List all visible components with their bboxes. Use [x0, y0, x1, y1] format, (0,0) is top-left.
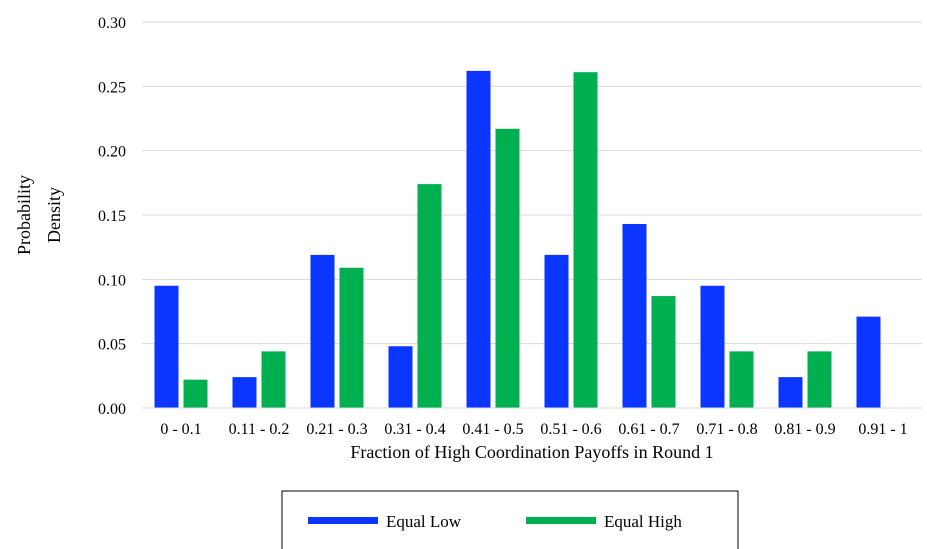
x-tick-label: 0.91 - 1: [858, 421, 907, 438]
y-axis-title-line-1: Probability: [14, 175, 34, 255]
y-axis-tick-labels: 0.00 0.05 0.10 0.15 0.20 0.25 0.30: [98, 15, 126, 418]
x-axis-title: Fraction of High Coordination Payoffs in…: [350, 442, 713, 462]
y-tick-label: 0.20: [98, 144, 126, 161]
gridlines: [142, 21, 922, 345]
bar-equal-high: [183, 379, 208, 408]
bar-equal-high: [807, 351, 832, 408]
bar-equal-high: [729, 351, 754, 408]
legend-swatch-equal-high: [526, 517, 596, 524]
x-tick-label: 0.31 - 0.4: [384, 421, 445, 438]
bar-equal-low: [856, 316, 881, 408]
bar-equal-low: [700, 285, 725, 408]
bar-equal-low: [778, 377, 803, 408]
legend-box: [281, 490, 739, 549]
x-tick-label: 0 - 0.1: [160, 421, 201, 438]
x-tick-label: 0.71 - 0.8: [696, 421, 757, 438]
x-tick-label: 0.81 - 0.9: [774, 421, 835, 438]
x-tick-label: 0.51 - 0.6: [540, 421, 601, 438]
bars: [154, 70, 881, 409]
bar-equal-high: [261, 351, 286, 408]
bar-equal-low: [544, 254, 569, 408]
x-tick-label: 0.41 - 0.5: [462, 421, 523, 438]
x-tick-label: 0.21 - 0.3: [306, 421, 367, 438]
bar-equal-high: [651, 296, 676, 408]
y-tick-label: 0.00: [98, 401, 126, 418]
y-axis-title-line-2: Density: [44, 187, 64, 243]
bar-equal-low: [622, 224, 647, 408]
x-tick-label: 0.11 - 0.2: [229, 421, 290, 438]
y-tick-label: 0.10: [98, 272, 126, 289]
legend-swatch-equal-low: [308, 517, 378, 524]
x-axis-tick-labels: 0 - 0.1 0.11 - 0.2 0.21 - 0.3 0.31 - 0.4 0.4…: [160, 421, 907, 438]
y-tick-label: 0.25: [98, 79, 126, 96]
y-tick-label: 0.30: [98, 15, 126, 32]
legend-label-equal-low: Equal Low: [386, 512, 462, 531]
bar-equal-low: [388, 346, 413, 408]
y-axis-title: Probability Density: [14, 175, 64, 255]
bar-equal-high: [417, 184, 442, 408]
bar-equal-low: [232, 377, 257, 408]
legend: Equal Low Equal High: [281, 490, 739, 549]
bar-equal-high: [339, 267, 364, 408]
y-tick-label: 0.15: [98, 208, 126, 225]
bar-equal-high: [495, 128, 520, 408]
bar-equal-low: [310, 254, 335, 408]
bar-equal-low: [466, 70, 491, 408]
y-tick-label: 0.05: [98, 337, 126, 354]
bar-equal-low: [154, 285, 179, 408]
bar-equal-high: [573, 72, 598, 409]
legend-label-equal-high: Equal High: [604, 512, 682, 531]
x-tick-label: 0.61 - 0.7: [618, 421, 679, 438]
